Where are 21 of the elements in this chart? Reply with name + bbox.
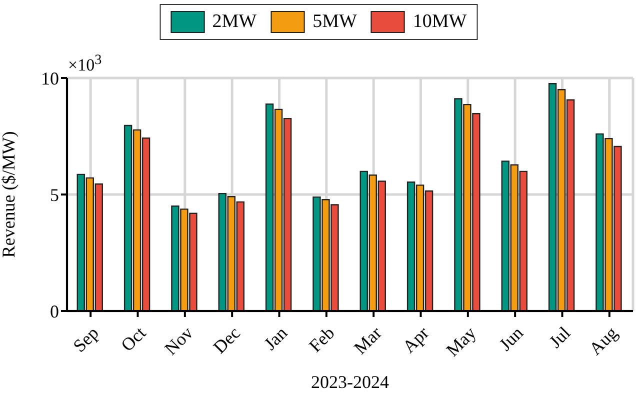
y-tick-label: 10 xyxy=(41,68,59,88)
y-axis-title: Revenue ($/MW) xyxy=(0,131,18,258)
x-tick-label: Oct xyxy=(117,322,150,356)
x-tick-label: Jun xyxy=(495,322,527,355)
y-tick-label: 5 xyxy=(50,184,59,205)
x-axis-title: 2023-2024 xyxy=(310,372,390,393)
x-tick-label: Jan xyxy=(260,322,292,354)
y-tick-label: 0 xyxy=(50,301,59,322)
legend-label: 10MW xyxy=(412,11,467,33)
text: ×10$^{3}$ xyxy=(68,52,102,76)
x-tick-label: Feb xyxy=(305,322,338,356)
x-tick-label: Apr xyxy=(398,322,433,357)
x-tick-label: Aug xyxy=(585,322,622,359)
x-tick-label: Jul xyxy=(545,322,574,352)
x-tick-label: Sep xyxy=(69,322,102,356)
x-tick-label: May xyxy=(442,322,480,360)
x-tick-label: Dec xyxy=(209,322,244,358)
x-tick-label: Mar xyxy=(350,322,386,358)
legend-label: 5MW xyxy=(312,11,357,33)
legend-label: 2MW xyxy=(212,11,257,33)
x-tick-label: Nov xyxy=(160,322,197,359)
